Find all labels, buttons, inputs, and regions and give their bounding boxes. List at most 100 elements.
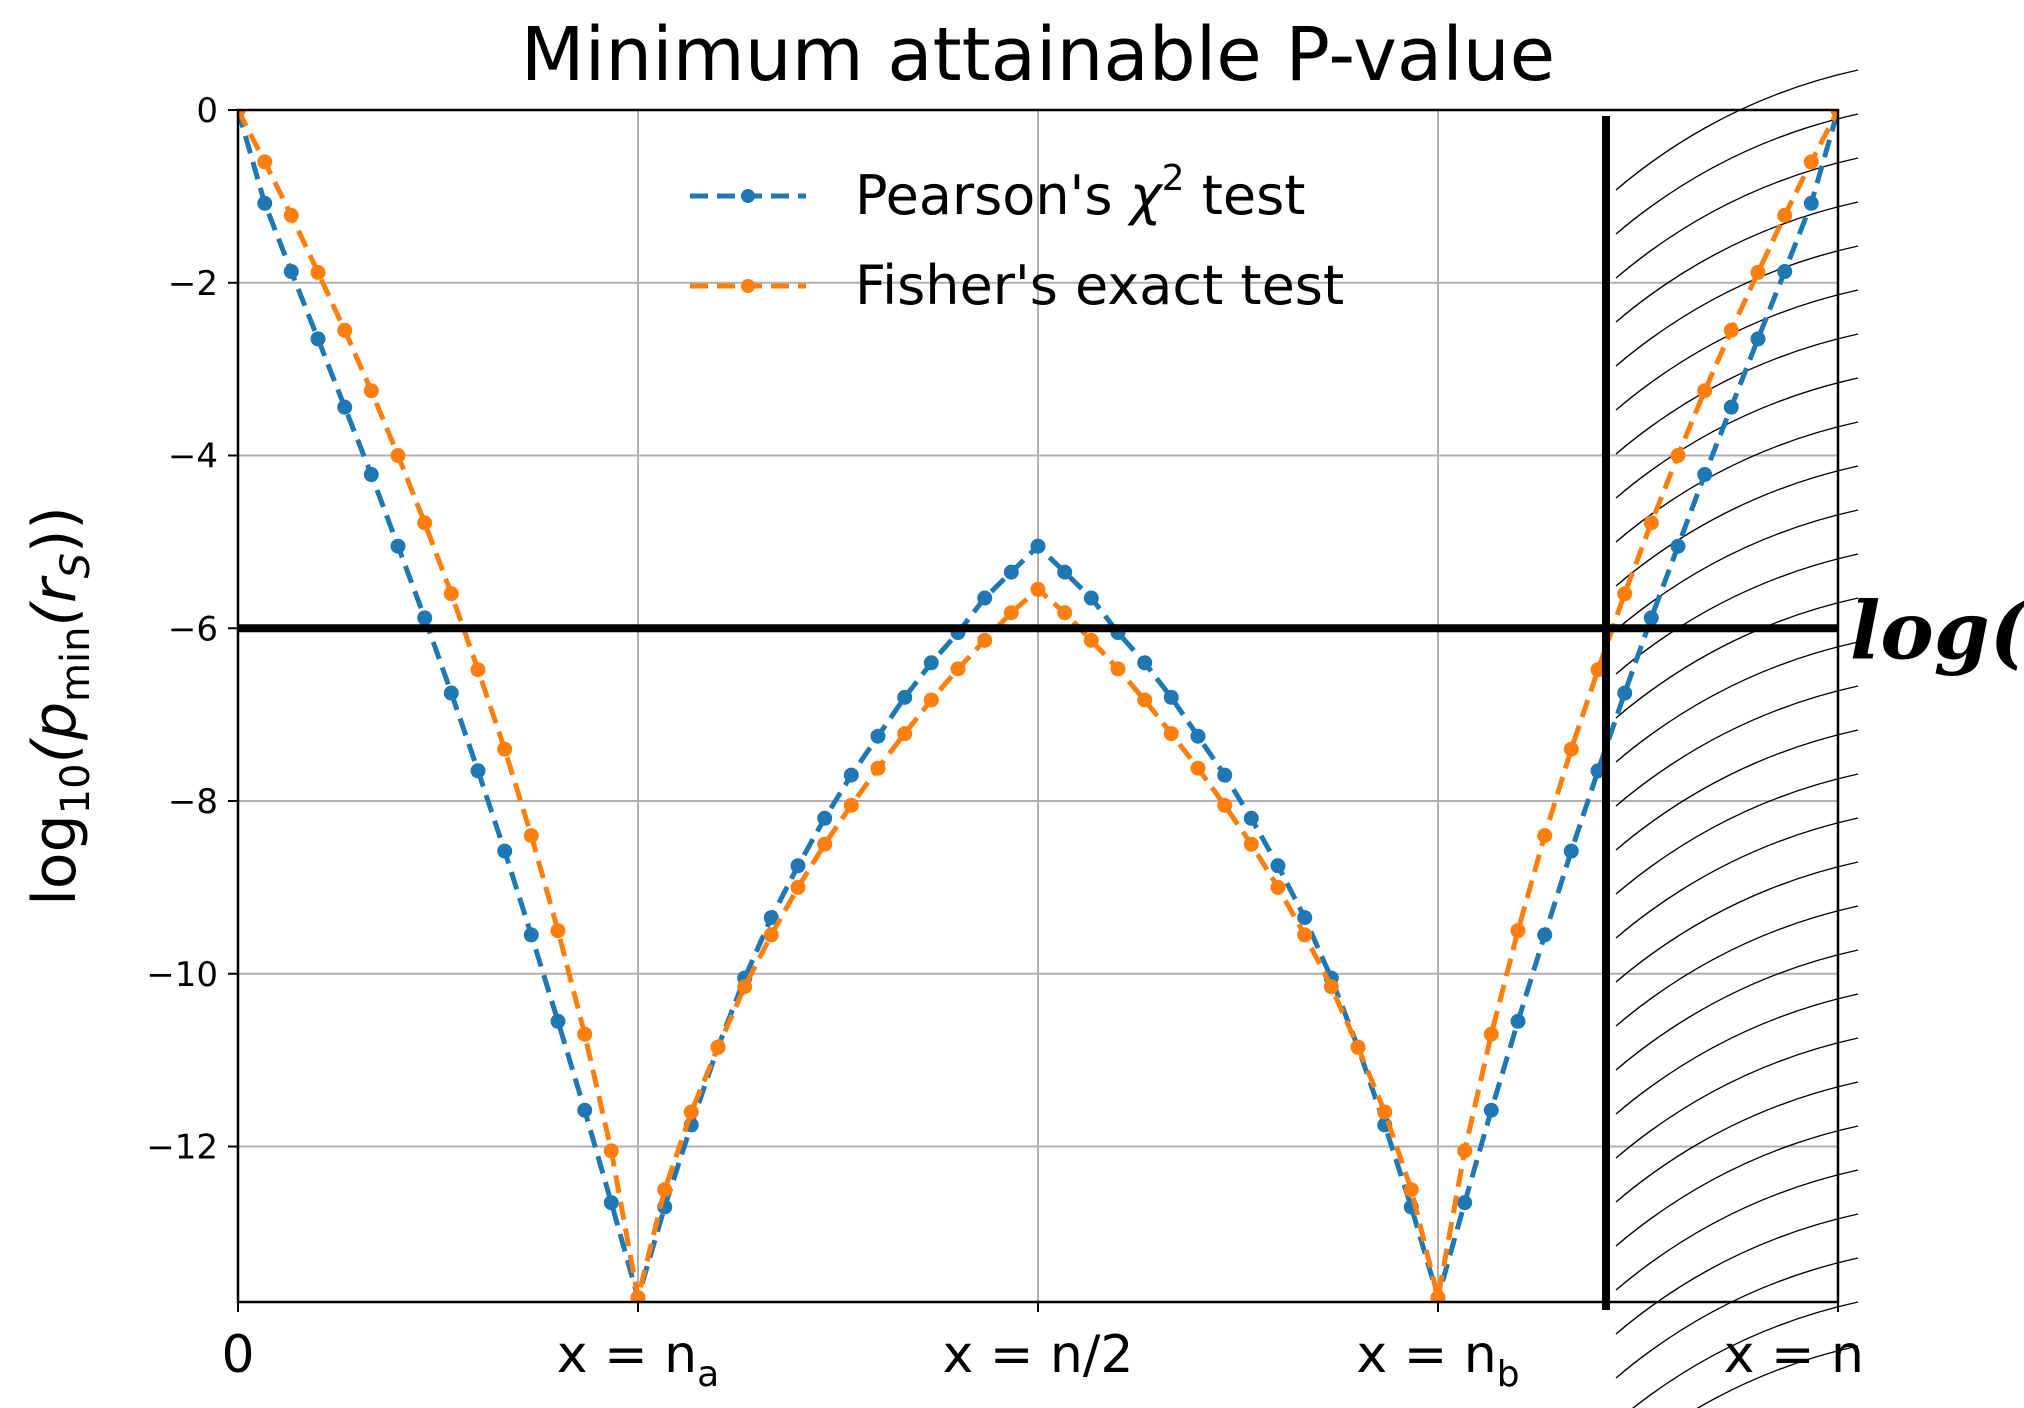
hatch-stroke xyxy=(1615,245,1859,367)
y-axis-label: log10(pmin(rS)) xyxy=(20,506,99,906)
y-tick-label: −10 xyxy=(146,955,218,995)
hatch-stroke xyxy=(1632,1301,1859,1408)
x-tick-label: x = nb xyxy=(1356,1325,1519,1395)
x-tick-label-sub: b xyxy=(1497,1354,1520,1395)
series-1-point xyxy=(1457,1143,1473,1159)
series-1-point xyxy=(1217,797,1233,813)
series-0-point xyxy=(1217,767,1233,783)
series-1-point xyxy=(1030,581,1046,597)
threshold-label: log(S) xyxy=(1850,583,2024,677)
hatched-region xyxy=(1615,69,1859,1408)
series-1-point xyxy=(1190,760,1206,776)
legend-marker-fisher xyxy=(741,279,755,293)
legend-pearson-sup: 2 xyxy=(1162,158,1185,199)
series-0-point xyxy=(843,767,859,783)
series-1-point xyxy=(1083,632,1099,648)
hatch-stroke xyxy=(1615,993,1859,1115)
series-0-point xyxy=(1750,331,1766,347)
series-1-point xyxy=(1723,322,1739,338)
series-0-point xyxy=(1270,858,1286,874)
series-0-point xyxy=(443,685,459,701)
series-1-point xyxy=(443,586,459,602)
series-1-point xyxy=(657,1182,673,1198)
legend-pearson-chi: χ xyxy=(1127,164,1164,227)
x-tick-label-main: x = n xyxy=(557,1325,697,1385)
chart-title: Minimum attainable P-value xyxy=(521,12,1555,98)
series-0-point xyxy=(1670,538,1686,554)
hatch-stroke xyxy=(1615,421,1859,543)
series-1-point xyxy=(630,1290,646,1302)
series-1-point xyxy=(1270,879,1286,895)
hatch-stroke xyxy=(1615,69,1859,191)
series-1-point xyxy=(843,797,859,813)
series-1-point xyxy=(390,448,406,464)
series-0-point xyxy=(1003,564,1019,580)
series-1-point xyxy=(950,661,966,677)
series-1-point xyxy=(337,322,353,338)
series-1-point xyxy=(523,828,539,844)
series-1-point xyxy=(1670,448,1686,464)
series-1-point xyxy=(1350,1039,1366,1055)
series-0-point xyxy=(817,810,833,826)
hatch-stroke xyxy=(1615,597,1859,719)
series-1-point xyxy=(1537,828,1553,844)
hatch-stroke xyxy=(1615,949,1859,1071)
series-1-point xyxy=(1643,515,1659,531)
x-tick-label-main: x = n/2 xyxy=(943,1325,1134,1385)
series-1-point xyxy=(550,923,566,939)
series-1-point xyxy=(1483,1026,1499,1042)
series-0-point xyxy=(1243,810,1259,826)
series-1-point xyxy=(1057,605,1073,621)
hatch-stroke xyxy=(1615,773,1859,895)
series-0-point xyxy=(923,655,939,671)
series-1-point xyxy=(1323,979,1339,995)
legend-pearson-pre: Pearson's xyxy=(855,164,1130,227)
series-1-point xyxy=(1297,927,1313,943)
series-0-point xyxy=(1030,538,1046,554)
y-axis-ticks: 0 −2 −4 −6 −8 −10 −12 xyxy=(146,91,238,1168)
series-1-point xyxy=(363,383,379,399)
series-1-point xyxy=(817,836,833,852)
ylabel-close: )) xyxy=(20,506,90,553)
y-tick-label: −12 xyxy=(146,1128,218,1168)
series-1-point xyxy=(603,1143,619,1159)
series-1-point xyxy=(683,1104,699,1120)
hatch-stroke xyxy=(1615,1081,1859,1203)
hatch-stroke xyxy=(1615,509,1859,631)
hatch-stroke xyxy=(1696,1345,1859,1408)
x-tick-label-main: x = n xyxy=(1356,1325,1496,1385)
series-0-point xyxy=(790,858,806,874)
x-tick-label-sub: a xyxy=(697,1354,719,1395)
hatch-stroke xyxy=(1615,465,1859,587)
series-1-point xyxy=(310,264,326,280)
series-1-point xyxy=(1590,662,1606,678)
series-1-point xyxy=(1243,836,1259,852)
series-0-point xyxy=(1697,467,1713,483)
ylabel-open: (p xyxy=(20,702,90,764)
y-tick-label: −6 xyxy=(168,609,218,649)
series-0-point xyxy=(470,763,486,779)
series-0-point xyxy=(1457,1195,1473,1211)
x-tick-label: x = n/2 xyxy=(943,1325,1134,1385)
legend: Pearson's χ2 test Fisher's exact test xyxy=(690,158,1344,317)
series-0-point xyxy=(550,1013,566,1029)
series-0-point xyxy=(337,399,353,415)
series-0-point xyxy=(257,195,273,211)
series-1-point xyxy=(238,110,246,118)
series-1-point xyxy=(1510,923,1526,939)
series-0-point xyxy=(1057,564,1073,580)
y-tick-label: −8 xyxy=(168,782,218,822)
series-1-point xyxy=(977,632,993,648)
series-1-point xyxy=(1617,586,1633,602)
series-1-point xyxy=(1830,110,1838,118)
series-0-point xyxy=(417,610,433,626)
ylabel-prefix: log xyxy=(20,814,90,905)
series-0-point xyxy=(1563,843,1579,859)
hatch-stroke xyxy=(1615,1213,1859,1335)
series-0-point xyxy=(1510,1013,1526,1029)
series-1-point xyxy=(257,154,273,170)
series-1-point xyxy=(763,927,779,943)
hatch-stroke xyxy=(1615,201,1859,323)
